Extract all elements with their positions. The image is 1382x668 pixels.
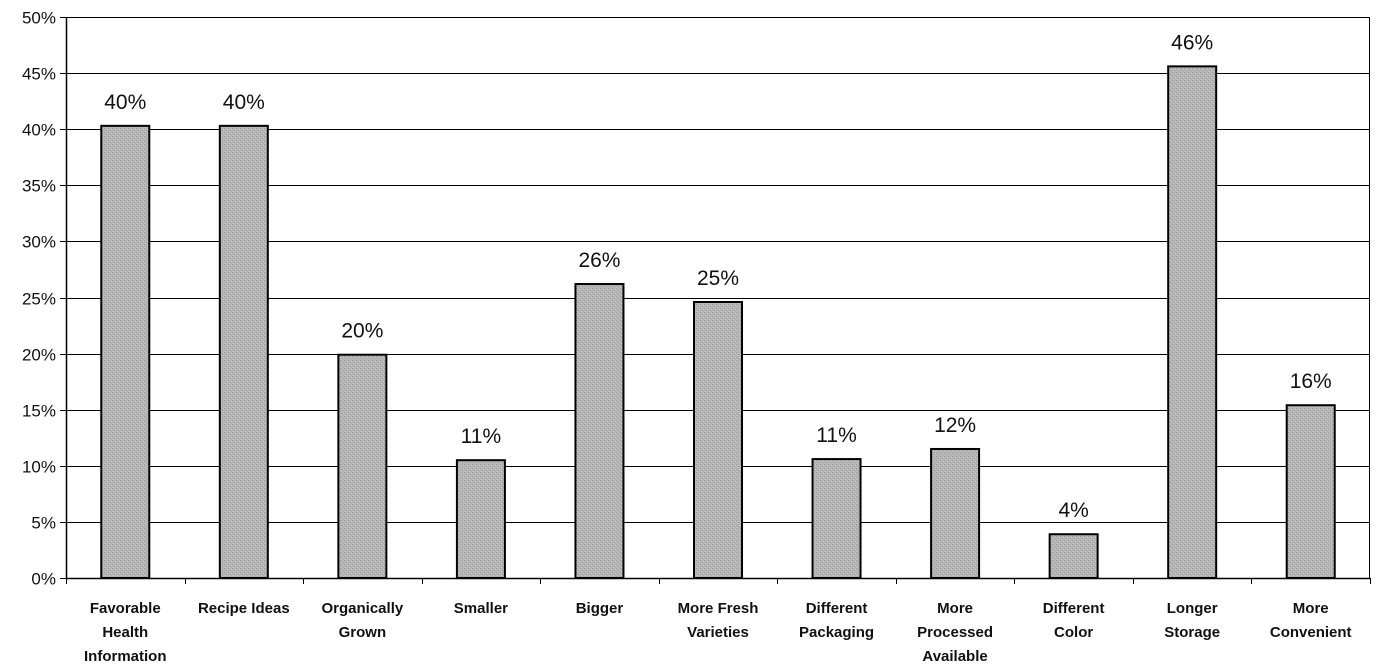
x-tick-label-line: Information xyxy=(84,648,167,665)
x-tick-label-line: More xyxy=(1293,600,1329,617)
y-tick-label: 30% xyxy=(22,233,56,252)
x-tick-label: More Convenient xyxy=(1270,600,1352,641)
data-label: 11% xyxy=(461,425,501,448)
y-tick-label: 5% xyxy=(31,514,56,533)
data-label: 4% xyxy=(1058,499,1088,522)
y-tick-label: 35% xyxy=(22,177,56,196)
bar xyxy=(455,459,506,579)
x-tick-label: Organically Grown xyxy=(322,600,404,641)
gridlines xyxy=(66,17,1370,523)
bar xyxy=(337,353,388,579)
x-tick-label-line: Convenient xyxy=(1270,624,1352,641)
data-label: 25% xyxy=(697,267,739,290)
bar xyxy=(1285,404,1336,579)
y-tick-label: 50% xyxy=(22,9,56,28)
x-tick-label-line: Storage xyxy=(1164,624,1220,641)
y-tick-label: 40% xyxy=(22,121,56,140)
x-tick-label-line: Grown xyxy=(339,624,387,641)
bar xyxy=(574,283,625,579)
bar xyxy=(1167,65,1218,579)
y-tick-label: 20% xyxy=(22,346,56,365)
data-label: 16% xyxy=(1290,370,1332,393)
y-tick-label: 45% xyxy=(22,65,56,84)
x-tick-label: Favorable Health Information xyxy=(84,600,167,665)
x-tick-label-line: Smaller xyxy=(454,600,508,617)
x-tick-label-line: Longer xyxy=(1167,600,1218,617)
x-tick-label-line: Varieties xyxy=(687,624,749,641)
x-tick-label-line: Recipe Ideas xyxy=(198,600,290,617)
x-tick-label: Different Packaging xyxy=(799,600,874,641)
bar xyxy=(1048,533,1099,580)
x-tick-label-line: Color xyxy=(1054,624,1093,641)
bars xyxy=(100,65,1336,580)
bar xyxy=(100,124,151,579)
data-labels: 40% 40% 20% 11% 26% 25% 11% 12% 4% 46% 16% xyxy=(104,31,1331,522)
data-label: 26% xyxy=(578,249,620,272)
y-tick-label: 10% xyxy=(22,458,56,477)
x-tick-label-line: Favorable xyxy=(90,600,161,617)
x-tick-label-line: Bigger xyxy=(576,600,624,617)
x-tick-label-line: Different xyxy=(1043,600,1105,617)
y-tick-label: 15% xyxy=(22,402,56,421)
x-tick-label-line: Available xyxy=(922,648,987,665)
data-label: 20% xyxy=(341,320,383,343)
y-tick-label: 0% xyxy=(31,570,56,589)
x-axis-ticks: Favorable Health Information Recipe Ideas Or… xyxy=(84,600,1352,665)
x-tick-label-line: Health xyxy=(102,624,148,641)
data-label: 11% xyxy=(816,424,856,447)
x-tick-label: More Fresh Varieties xyxy=(678,600,759,641)
x-tick-label-line: Packaging xyxy=(799,624,874,641)
x-tick-label-line: Different xyxy=(806,600,868,617)
x-tick-label: Different Color xyxy=(1043,600,1105,641)
x-tick-label-line: Processed xyxy=(917,624,993,641)
bar xyxy=(693,300,743,579)
y-axis-ticks: 0% 5% 10% 15% 20% 25% 30% 35% 40% 45% 50% xyxy=(22,9,66,589)
data-label: 40% xyxy=(223,91,265,114)
x-tick-label: Bigger xyxy=(576,600,624,617)
x-tick-label: More Processed Available xyxy=(917,600,993,665)
data-label: 46% xyxy=(1171,31,1213,54)
bar xyxy=(218,124,269,579)
x-tick-label-line: More xyxy=(937,600,973,617)
y-tick-label: 25% xyxy=(22,290,56,309)
bar xyxy=(930,447,981,579)
data-label: 40% xyxy=(104,91,146,114)
bar xyxy=(811,458,862,579)
x-tick-label-line: Organically xyxy=(322,600,404,617)
data-label: 12% xyxy=(934,414,976,437)
x-tick-label: Recipe Ideas xyxy=(198,600,290,617)
x-tick-label: Smaller xyxy=(454,600,508,617)
x-tick-label-line: More Fresh xyxy=(678,600,759,617)
x-tick-label: Longer Storage xyxy=(1164,600,1220,641)
